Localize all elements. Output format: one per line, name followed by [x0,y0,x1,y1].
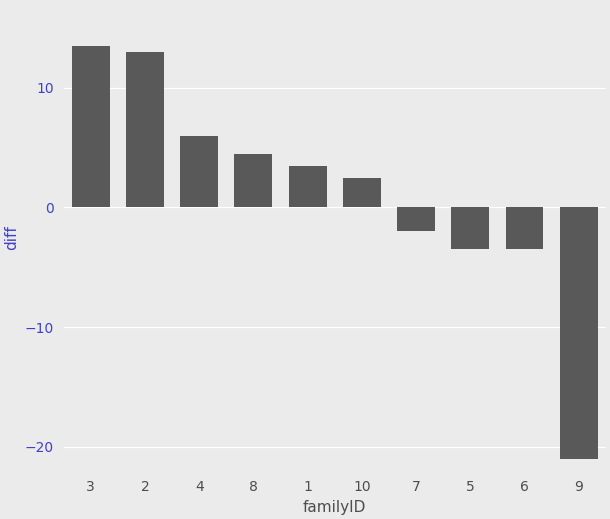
Bar [289,166,326,208]
Bar [451,208,489,249]
Bar [72,46,110,208]
Bar [397,208,435,231]
Bar [180,135,218,208]
Bar [560,208,598,459]
Bar [506,208,544,249]
Y-axis label: diff: diff [4,225,19,250]
Bar [126,52,164,208]
Bar [234,154,273,208]
Bar [343,177,381,208]
X-axis label: familyID: familyID [303,500,367,515]
